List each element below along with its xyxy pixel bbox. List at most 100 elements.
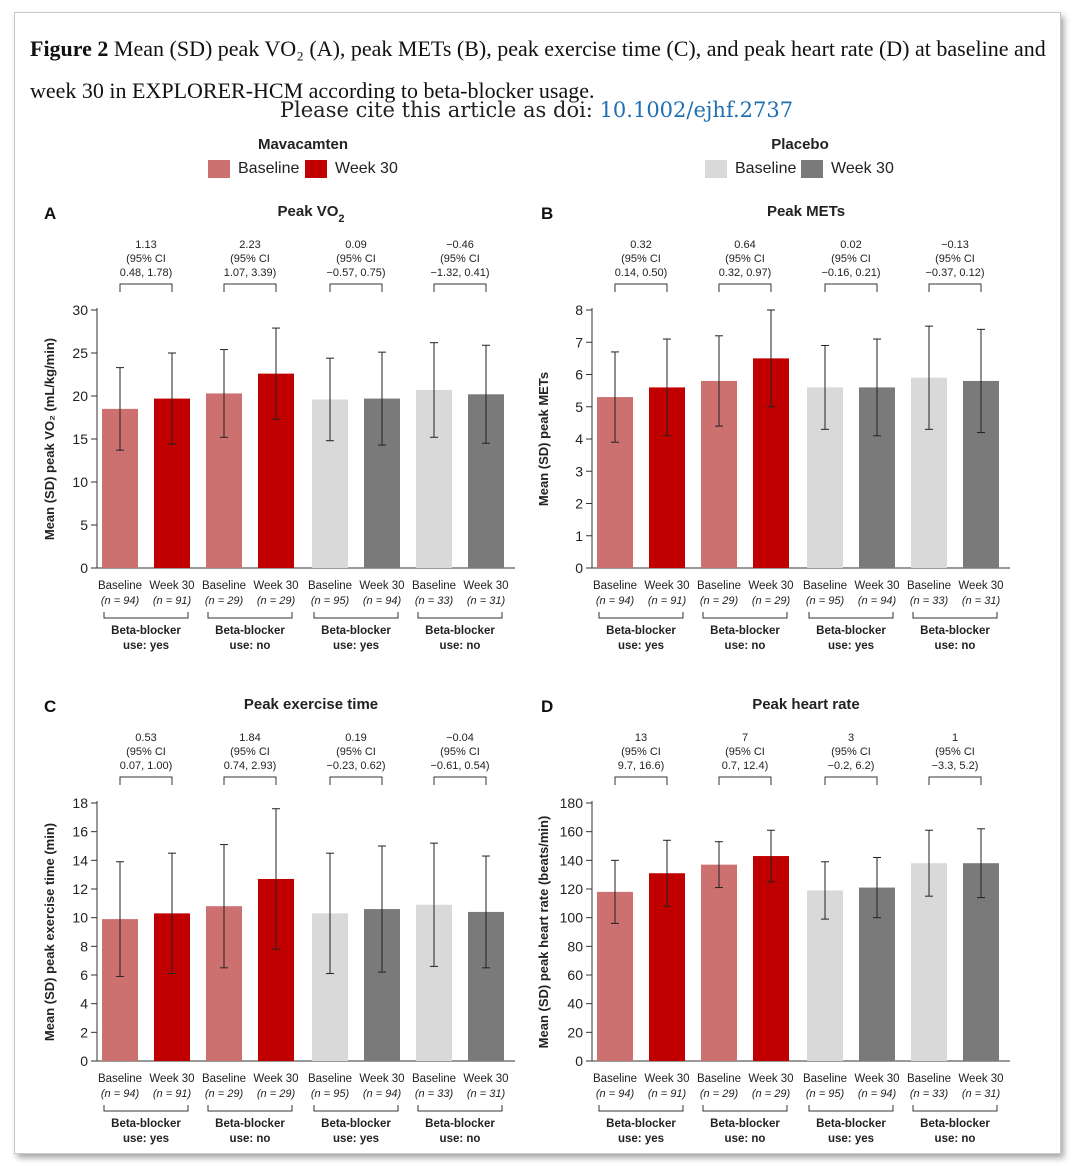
x-tick-n-label: (n = 95) bbox=[311, 595, 350, 607]
ci-annotation: 0.32, 0.97) bbox=[719, 267, 772, 279]
x-tick-label: Week 30 bbox=[149, 580, 194, 592]
x-tick-n-label: (n = 94) bbox=[363, 1088, 402, 1100]
x-tick-label: Baseline bbox=[697, 1073, 741, 1085]
ci-bracket bbox=[433, 283, 487, 292]
ci-annotation: 0.32 bbox=[630, 239, 651, 251]
group-label: use: no bbox=[725, 1133, 766, 1145]
y-tick-label: 4 bbox=[80, 996, 88, 1012]
y-tick-label: 140 bbox=[560, 852, 584, 868]
x-tick-label: Baseline bbox=[803, 1073, 847, 1085]
y-tick-label: 1 bbox=[575, 528, 583, 544]
ci-annotation: (95% CI bbox=[621, 746, 661, 758]
chart-title: Peak VO2 bbox=[278, 203, 345, 225]
chart-title-subscript: 2 bbox=[338, 213, 344, 225]
ci-annotation: 0.02 bbox=[840, 239, 861, 251]
y-tick-label: 180 bbox=[560, 795, 584, 811]
x-tick-label: Baseline bbox=[593, 580, 637, 592]
ci-annotation: 0.7, 12.4) bbox=[722, 760, 768, 772]
legend-label: Baseline bbox=[735, 160, 797, 177]
ci-annotation: 0.14, 0.50) bbox=[615, 267, 668, 279]
y-axis-label: Mean (SD) peak METs bbox=[536, 372, 551, 506]
ci-annotation: −0.16, 0.21) bbox=[821, 267, 880, 279]
x-tick-n-label: (n = 29) bbox=[205, 1088, 244, 1100]
x-tick-n-label: (n = 94) bbox=[858, 595, 897, 607]
x-tick-n-label: (n = 91) bbox=[648, 1088, 687, 1100]
ci-bracket bbox=[329, 283, 383, 292]
group-label: use: no bbox=[440, 640, 481, 652]
x-tick-n-label: (n = 94) bbox=[596, 595, 635, 607]
y-tick-label: 10 bbox=[72, 910, 88, 926]
y-tick-label: 120 bbox=[560, 881, 584, 897]
group-label: use: yes bbox=[123, 640, 169, 652]
x-tick-n-label: (n = 29) bbox=[257, 595, 296, 607]
chart-title: Peak heart rate bbox=[752, 696, 860, 713]
legend-label: Week 30 bbox=[831, 160, 894, 177]
x-tick-n-label: (n = 33) bbox=[415, 1088, 454, 1100]
x-tick-label: Week 30 bbox=[253, 580, 298, 592]
x-tick-label: Baseline bbox=[98, 580, 142, 592]
group-label: Beta-blocker bbox=[111, 625, 181, 637]
ci-annotation: (95% CI bbox=[935, 253, 975, 265]
y-tick-label: 0 bbox=[575, 1053, 583, 1069]
group-bracket bbox=[313, 1105, 399, 1112]
ci-bracket bbox=[718, 283, 772, 292]
group-label: Beta-blocker bbox=[816, 625, 886, 637]
ci-annotation: −0.13 bbox=[941, 239, 969, 251]
y-tick-label: 0 bbox=[575, 560, 583, 576]
ci-annotation: 0.07, 1.00) bbox=[120, 760, 173, 772]
chart-title: Peak exercise time bbox=[244, 696, 378, 713]
group-bracket bbox=[417, 1105, 503, 1112]
figure-caption-text: Mean (SD) peak VO₂ (A), peak METs (B), p… bbox=[30, 36, 1046, 103]
group-label: Beta-blocker bbox=[215, 625, 285, 637]
ci-bracket bbox=[614, 283, 668, 292]
ci-annotation: 1 bbox=[952, 732, 958, 744]
group-bracket bbox=[598, 1105, 684, 1112]
x-tick-label: Week 30 bbox=[854, 1073, 899, 1085]
bar bbox=[701, 864, 737, 1061]
x-tick-n-label: (n = 95) bbox=[806, 1088, 845, 1100]
ci-annotation: (95% CI bbox=[621, 253, 661, 265]
ci-annotation: 1.07, 3.39) bbox=[224, 267, 277, 279]
x-tick-n-label: (n = 94) bbox=[101, 595, 140, 607]
doi-link[interactable]: 10.1002/ejhf.2737 bbox=[599, 98, 794, 122]
group-label: Beta-blocker bbox=[606, 625, 676, 637]
legend-title-placebo: Placebo bbox=[771, 136, 829, 153]
y-tick-label: 4 bbox=[575, 431, 583, 447]
legend-swatch bbox=[705, 160, 727, 178]
panel-letter: C bbox=[44, 697, 56, 716]
y-tick-label: 80 bbox=[567, 938, 583, 954]
y-tick-label: 60 bbox=[567, 967, 583, 983]
x-tick-label: Baseline bbox=[308, 580, 352, 592]
y-tick-label: 25 bbox=[72, 345, 88, 361]
x-tick-label: Baseline bbox=[803, 580, 847, 592]
x-tick-label: Week 30 bbox=[463, 1073, 508, 1085]
group-bracket bbox=[598, 612, 684, 619]
ci-annotation: −0.57, 0.75) bbox=[326, 267, 385, 279]
ci-annotation: 2.23 bbox=[239, 239, 260, 251]
ci-annotation: (95% CI bbox=[831, 746, 871, 758]
group-label: Beta-blocker bbox=[606, 1118, 676, 1130]
x-tick-label: Week 30 bbox=[149, 1073, 194, 1085]
group-label: use: yes bbox=[333, 640, 379, 652]
y-tick-label: 20 bbox=[567, 1024, 583, 1040]
ci-annotation: (95% CI bbox=[336, 253, 376, 265]
group-label: Beta-blocker bbox=[111, 1118, 181, 1130]
legend-title-mavacamten: Mavacamten bbox=[257, 136, 349, 153]
group-bracket bbox=[207, 1105, 293, 1112]
y-tick-label: 2 bbox=[575, 496, 583, 512]
legend-item-placebo-week30: Week 30 bbox=[801, 160, 894, 178]
legend-swatch bbox=[801, 160, 823, 178]
panel-letter: B bbox=[541, 204, 553, 223]
ci-annotation: 13 bbox=[635, 732, 647, 744]
y-tick-label: 2 bbox=[80, 1024, 88, 1040]
x-tick-label: Week 30 bbox=[854, 580, 899, 592]
legend-label: Baseline bbox=[238, 160, 300, 177]
y-tick-label: 8 bbox=[80, 938, 88, 954]
legend-item-mava-week30: Week 30 bbox=[305, 160, 398, 178]
group-bracket bbox=[808, 1105, 894, 1112]
cite-prefix: Please cite this article as doi: bbox=[279, 98, 600, 122]
x-tick-label: Week 30 bbox=[463, 580, 508, 592]
ci-annotation: (95% CI bbox=[230, 746, 270, 758]
x-tick-n-label: (n = 31) bbox=[962, 1088, 1001, 1100]
